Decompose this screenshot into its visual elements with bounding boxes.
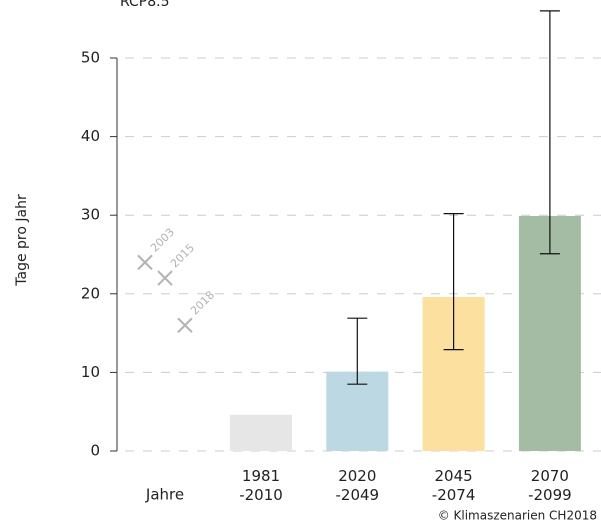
x-tick-line: -2074 xyxy=(432,486,476,504)
x-tick-line: 1981 xyxy=(242,467,280,485)
x-tick-line: 2070 xyxy=(531,467,569,485)
error-bar xyxy=(443,213,464,351)
x-tick-line: -2010 xyxy=(239,486,283,504)
marker-stroke xyxy=(177,317,193,333)
x-tick-label: 2045 -2074 xyxy=(432,467,476,504)
x-tick-label: 2070 -2099 xyxy=(528,467,572,504)
x-tick-line: 2020 xyxy=(338,467,376,485)
x-tick-label: 2020 -2049 xyxy=(336,467,380,504)
bar xyxy=(326,371,389,451)
error-bar xyxy=(539,10,560,255)
x-tick-line: 2045 xyxy=(435,467,473,485)
y-axis-label: Tage pro Jahr xyxy=(14,194,30,287)
y-tick-label: 40 xyxy=(81,127,100,145)
y-tick-label: 0 xyxy=(90,442,100,460)
y-tick-label: 10 xyxy=(81,363,100,381)
bar xyxy=(518,215,581,451)
x-tick-line: -2099 xyxy=(528,486,572,504)
x-axis-label: Jahre xyxy=(145,486,184,504)
marker-label: 2018 xyxy=(188,288,217,317)
marker-label: 2015 xyxy=(168,241,197,270)
x-tick-label: 1981 -2010 xyxy=(239,467,283,504)
marker-stroke xyxy=(137,254,153,271)
x-tick-line: -2049 xyxy=(336,486,380,504)
marker xyxy=(177,317,193,333)
bar xyxy=(230,414,292,451)
y-tick-label: 30 xyxy=(81,206,100,224)
error-bar xyxy=(347,317,368,385)
marker-label: 2003 xyxy=(148,226,177,255)
credit: © Klimaszenarien CH2018 xyxy=(438,509,597,523)
y-tick-label: 20 xyxy=(81,284,100,302)
y-tick-label: 50 xyxy=(81,49,100,67)
marker-stroke xyxy=(157,270,173,286)
chart-title: RCP8.5 xyxy=(120,0,170,10)
marker xyxy=(137,254,153,271)
marker xyxy=(157,270,173,286)
